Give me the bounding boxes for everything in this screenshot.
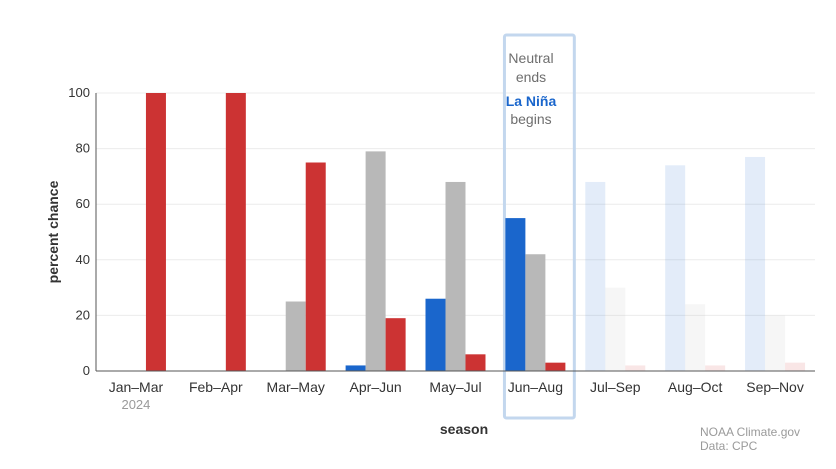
y-tick-label: 0 [83, 363, 90, 378]
x-category-label: Sep–Nov [746, 379, 804, 395]
bar-neutral-4 [445, 181, 466, 371]
x-category-label: Jul–Sep [590, 379, 641, 395]
bar-neutral-5 [525, 254, 546, 371]
bar-la_nina-8 [745, 156, 766, 371]
bar-la_nina-5 [505, 218, 526, 371]
bar-neutral-3 [365, 151, 386, 371]
bar-la_nina-3 [345, 365, 366, 371]
bar-el_nino-2 [305, 162, 326, 371]
highlight-frame [502, 33, 576, 420]
x-category-label: Feb–Apr [189, 379, 243, 395]
x-category-label: Apr–Jun [350, 379, 402, 395]
bar-el_nino-0 [145, 93, 166, 371]
bar-el_nino-4 [465, 354, 486, 371]
bar-el_nino-1 [225, 93, 246, 371]
bars [145, 93, 806, 371]
axes [95, 93, 815, 372]
y-axis-title: percent chance [45, 180, 61, 283]
bar-el_nino-7 [705, 365, 726, 371]
bar-la_nina-6 [585, 181, 606, 371]
bar-neutral-2 [285, 301, 306, 371]
bar-el_nino-6 [625, 365, 646, 371]
x-category-label: May–Jul [429, 379, 481, 395]
bar-el_nino-5 [545, 362, 566, 371]
x-axis-title: season [440, 421, 488, 437]
x-category-label: Jun–Aug [508, 379, 563, 395]
year-sublabel: 2024 [121, 397, 150, 412]
y-tick-label: 100 [68, 85, 90, 100]
highlight-box [502, 33, 576, 420]
x-category-label: Mar–May [267, 379, 325, 395]
y-tick-label: 20 [76, 307, 90, 322]
bar-la_nina-7 [665, 165, 686, 371]
annotation-line-2: ends [516, 69, 546, 85]
annotation-line-4: begins [510, 111, 551, 127]
y-tick-labels: 0 20 40 60 80 100 [68, 85, 90, 378]
bar-la_nina-4 [425, 298, 446, 371]
credit-source: NOAA Climate.gov [700, 425, 800, 439]
bar-neutral-7 [685, 304, 706, 371]
annotation-line-3: La Niña [506, 93, 557, 109]
bar-el_nino-3 [385, 318, 406, 371]
bar-el_nino-8 [785, 362, 806, 371]
x-category-labels: Jan–Mar Feb–Apr Mar–May Apr–Jun May–Jul Jun–A… [109, 379, 804, 395]
bar-neutral-6 [605, 287, 626, 371]
annotation-line-1: Neutral [508, 50, 553, 66]
y-tick-label: 40 [76, 252, 90, 267]
bar-neutral-8 [765, 315, 786, 371]
x-category-label: Jan–Mar [109, 379, 164, 395]
credit-data: Data: CPC [700, 439, 758, 453]
x-category-label: Aug–Oct [668, 379, 723, 395]
y-tick-label: 60 [76, 196, 90, 211]
y-tick-label: 80 [76, 141, 90, 156]
